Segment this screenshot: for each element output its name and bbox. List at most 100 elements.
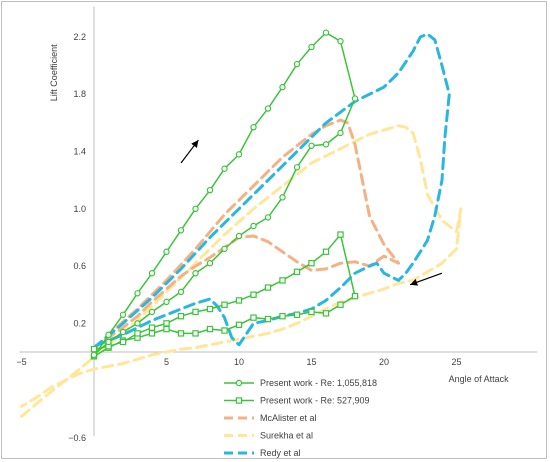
series-0-point (163, 248, 170, 255)
series-1-point (221, 327, 228, 334)
y-axis-title: Lift Coefficient (49, 44, 59, 101)
series-2-line (92, 118, 400, 351)
series-1-point (322, 248, 330, 255)
series-1-point (293, 311, 301, 318)
series-1-point (322, 310, 330, 317)
legend-item: Redy et al (224, 448, 301, 458)
series-1-point (264, 315, 272, 323)
legend-item: Present work - Re: 1,055,818 (224, 378, 377, 388)
series-1-point (177, 313, 185, 320)
upstroke-arrow (180, 139, 199, 164)
downstroke-arrow (409, 272, 443, 286)
series-0-point (235, 151, 243, 158)
x-tick-label: −5 (16, 357, 26, 367)
legend-item: Surekha et al (224, 431, 313, 441)
series-1-point (250, 291, 257, 298)
legend-marker (235, 379, 243, 387)
series-0-point (250, 123, 257, 131)
series-1-point (337, 301, 344, 308)
series-0-point (221, 165, 228, 172)
series-1 (90, 231, 359, 360)
series-1-point (163, 325, 170, 333)
series-0-point (148, 308, 156, 316)
series-0-point (293, 60, 301, 68)
legend: Present work - Re: 1,055,818 Present work… (224, 378, 377, 458)
series-1-point (279, 277, 286, 284)
series-0-point (308, 43, 315, 51)
y-tick-label: 1.4 (73, 147, 86, 157)
legend-item: McAlister et al (224, 413, 317, 423)
y-tick-label: 0.2 (73, 318, 86, 328)
series-0-point (221, 245, 228, 253)
x-tick-label: 20 (379, 357, 389, 367)
series-1-point (206, 305, 214, 313)
legend-label: McAlister et al (260, 413, 317, 423)
series-0 (90, 29, 359, 360)
series-0-point (264, 214, 272, 221)
series-1-point (250, 314, 257, 321)
series-1-point (134, 330, 141, 337)
axes-layer: −5 5 10 15 20 25 −0.6 0.2 0.6 1.0 1.4 1.8 2.2 Angle o… (16, 6, 537, 443)
series-0-point (119, 328, 127, 336)
y-tick-label: 1.0 (73, 204, 86, 214)
series-0-point (119, 311, 127, 318)
series-1-point (308, 260, 315, 267)
series-1-point (264, 284, 272, 291)
series-1-point (192, 308, 199, 316)
legend-marker (235, 397, 243, 404)
series-1-line (93, 233, 356, 358)
series-1-point (119, 338, 127, 346)
series-1-point (163, 320, 170, 327)
series-1-point (192, 330, 199, 337)
series-1-point (90, 345, 98, 353)
series-0-point (279, 83, 286, 91)
series-1-point (235, 297, 243, 304)
series-4 (92, 32, 451, 350)
series-0-point (105, 338, 112, 346)
series-0-point (206, 260, 214, 267)
legend-label: Redy et al (260, 448, 301, 458)
series-1-point (279, 313, 286, 320)
series-0-point (105, 331, 112, 339)
series-1-point (235, 321, 243, 328)
series-3-line (20, 124, 463, 418)
y-tick-label: 2.2 (73, 32, 86, 42)
series-1-point (337, 231, 344, 238)
series-1-point (293, 268, 301, 276)
y-tick-label: 0.6 (73, 261, 86, 271)
series-1-point (308, 308, 315, 316)
series-1-point (148, 324, 156, 331)
y-tick-label: −0.6 (68, 433, 86, 443)
x-axis-title: Angle of Attack (449, 374, 510, 384)
series-2 (92, 118, 400, 351)
x-tick-label: 10 (234, 357, 244, 367)
series-0-point (134, 290, 141, 297)
series-layer (20, 29, 463, 418)
y-tick-label: 1.8 (73, 89, 86, 99)
series-0-point (351, 95, 359, 102)
series-1-point (221, 301, 228, 308)
series-4-line (92, 32, 451, 350)
series-0-point (264, 105, 272, 112)
series-1-point (351, 292, 359, 300)
x-tick-label: 5 (164, 357, 169, 367)
annotation-layer (180, 139, 443, 286)
series-0-point (250, 222, 257, 230)
series-0-point (322, 29, 330, 36)
series-0-point (163, 298, 170, 306)
series-0-point (192, 205, 199, 212)
series-1-point (177, 330, 185, 337)
legend-label: Present work - Re: 1,055,818 (260, 378, 377, 388)
series-0-point (206, 186, 214, 194)
series-0-point (90, 351, 98, 359)
series-0-point (279, 194, 286, 201)
series-0-point (177, 288, 185, 296)
series-0-point (177, 227, 185, 234)
x-tick-label: 15 (306, 357, 316, 367)
series-0-point (322, 141, 330, 148)
legend-label: Present work - Re: 527,909 (260, 396, 370, 406)
legend-label: Surekha et al (260, 431, 313, 441)
series-0-point (337, 38, 344, 45)
